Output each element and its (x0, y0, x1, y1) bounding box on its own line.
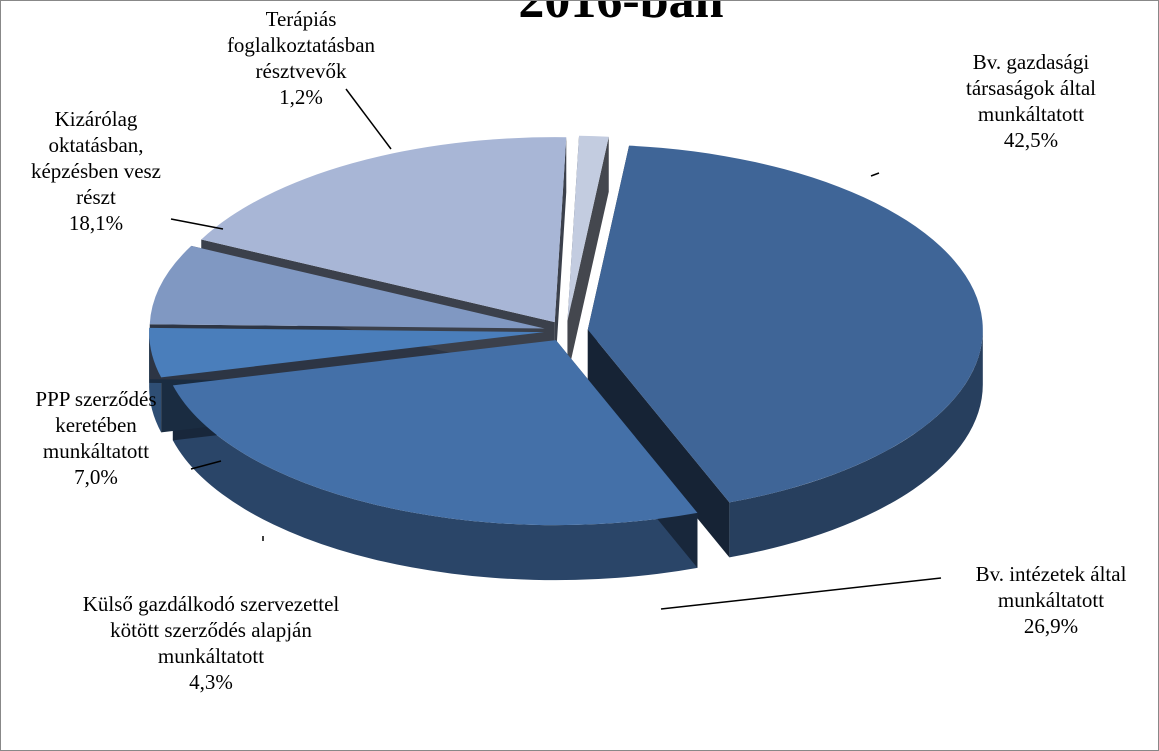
label-name: PPP szerződés keretében munkáltatott (35, 387, 157, 463)
label-value: 1,2% (279, 85, 323, 109)
slice-side (172, 385, 698, 581)
slice (172, 340, 698, 526)
slice (201, 137, 567, 323)
slice (587, 145, 983, 503)
data-label: Bv. intézetek által munkáltatott 26,9% (936, 561, 1158, 639)
label-value: 42,5% (1003, 128, 1059, 152)
data-label: PPP szerződés keretében munkáltatott 7,0% (1, 386, 191, 490)
leader-line (870, 172, 880, 177)
leader-line (345, 88, 392, 150)
slice (567, 135, 609, 321)
label-value: 18,1% (68, 211, 124, 235)
label-name: Terápiás foglalkoztatásban résztvevők (226, 7, 376, 83)
slice (149, 327, 545, 378)
chart-title: 2016-ban (518, 0, 724, 29)
slice-wall (554, 137, 567, 378)
slice-side (729, 329, 983, 558)
label-name: Bv. intézetek által munkáltatott (975, 562, 1127, 612)
label-value: 4,3% (189, 670, 233, 694)
data-label: Külső gazdálkodó szervezettel kötött sze… (81, 591, 341, 695)
data-label: Terápiás foglalkoztatásban résztvevők 1,2… (201, 6, 401, 110)
leader-line (190, 460, 222, 470)
slice-wall (587, 329, 730, 558)
leader-line (170, 218, 224, 230)
label-value: 26,9% (1023, 614, 1079, 638)
slice (149, 245, 545, 329)
data-label: Kizárólag oktatásban, képzésben vesz rés… (21, 106, 171, 236)
data-label: Bv. gazdasági társaságok által munkáltat… (931, 49, 1131, 153)
label-name: Bv. gazdasági társaságok által munkáltat… (965, 50, 1097, 126)
slice-wall (567, 136, 609, 376)
label-name: Külső gazdálkodó szervezettel kötött sze… (82, 592, 340, 668)
label-name: Kizárólag oktatásban, képzésben vesz rés… (30, 107, 162, 209)
leader-line (660, 577, 942, 610)
label-value: 7,0% (74, 465, 118, 489)
